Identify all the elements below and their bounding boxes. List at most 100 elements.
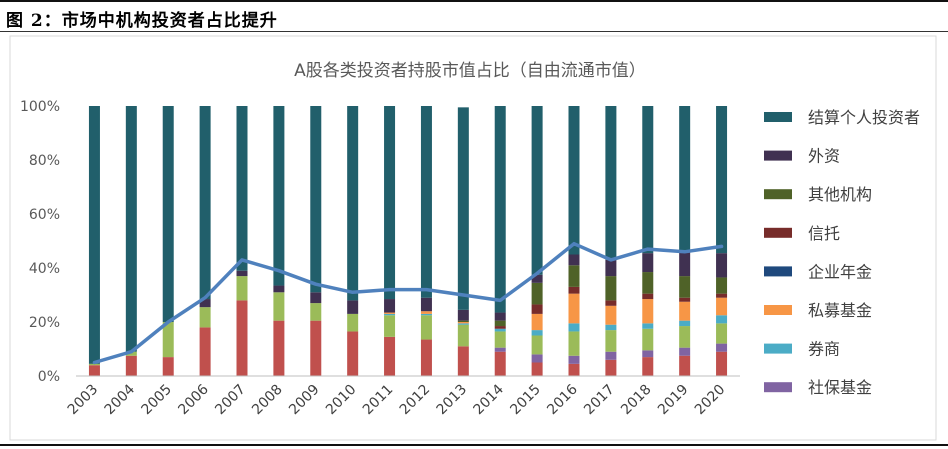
legend-label: 结算个人投资者 xyxy=(808,108,920,127)
bar-segment xyxy=(162,106,174,322)
bar-segment xyxy=(457,324,469,347)
bar-segment xyxy=(642,299,654,324)
bar-segment xyxy=(605,359,617,376)
bar-segment xyxy=(420,315,432,340)
bar-segment xyxy=(384,336,396,376)
bar-segment xyxy=(568,331,580,356)
bar-segment xyxy=(162,322,174,358)
bar-segment xyxy=(568,355,580,364)
bar-segment xyxy=(236,276,248,301)
bar-segment xyxy=(679,326,691,348)
legend-swatch xyxy=(764,382,792,393)
bar-segment xyxy=(199,327,211,376)
bar-segment xyxy=(384,315,396,337)
bar-segment xyxy=(310,292,322,304)
bar-segment xyxy=(347,106,359,301)
bar-segment xyxy=(457,323,469,325)
bar-segment xyxy=(531,335,543,355)
bar-segment xyxy=(605,259,617,277)
bar-segment xyxy=(531,304,543,314)
legend-swatch xyxy=(764,305,792,315)
legend-swatch xyxy=(764,112,792,122)
legend-label: 企业年金 xyxy=(808,262,872,281)
bar-segment xyxy=(236,106,248,271)
bar-segment xyxy=(642,323,654,329)
bar-segment xyxy=(199,307,211,328)
bottom-divider xyxy=(0,444,948,446)
bar-segment xyxy=(494,320,506,327)
bar-segment xyxy=(679,320,691,327)
bar-segment xyxy=(162,357,174,376)
legend-swatch xyxy=(764,227,792,238)
bar-segment xyxy=(716,315,728,324)
y-tick-label: 60% xyxy=(29,207,60,223)
legend-swatch xyxy=(764,266,792,277)
bar-segment xyxy=(457,309,469,321)
figure-caption: 图 2：市场中机构投资者占比提升 xyxy=(0,0,948,32)
bar-segment xyxy=(273,285,285,293)
bar-segment xyxy=(716,343,728,352)
bar-segment xyxy=(531,354,543,363)
y-tick-label: 40% xyxy=(29,261,60,277)
overlay-line-series xyxy=(92,241,724,365)
bar-segment xyxy=(310,106,322,293)
legend-swatch xyxy=(764,343,792,354)
bar-segment xyxy=(568,363,580,376)
bar-segment xyxy=(384,106,396,300)
bar-segment xyxy=(605,276,617,301)
bar-segment xyxy=(605,106,617,260)
bar-segment xyxy=(125,351,137,356)
bar-segment xyxy=(605,324,617,331)
bar-segment xyxy=(716,297,728,316)
bar-segment xyxy=(716,106,728,254)
bar-segment xyxy=(605,330,617,352)
legend-label: 券商 xyxy=(808,340,840,359)
bar-segment xyxy=(531,106,543,275)
y-tick-label: 100% xyxy=(20,99,60,115)
bar-segment xyxy=(236,300,248,376)
bar-segment xyxy=(273,106,285,286)
legend-label: 私募基金 xyxy=(808,301,872,320)
bar-segment xyxy=(568,254,580,266)
y-tick-label: 20% xyxy=(29,315,60,331)
bars-group xyxy=(88,106,728,376)
y-tick-label: 0% xyxy=(38,369,60,385)
bar-segment xyxy=(494,347,506,352)
bar-segment xyxy=(605,305,617,325)
bar-segment xyxy=(347,331,359,376)
bar-segment xyxy=(384,312,396,314)
bar-segment xyxy=(642,272,654,294)
bar-segment xyxy=(420,297,432,312)
bar-segment xyxy=(384,299,396,313)
bar-segment xyxy=(420,339,432,376)
bar-segment xyxy=(494,106,506,313)
bar-segment xyxy=(679,355,691,376)
y-axis: 0% 20% 40% 60% 80% 100% xyxy=(20,99,60,385)
bar-segment xyxy=(88,363,100,366)
bar-segment xyxy=(347,300,359,314)
legend-label: 其他机构 xyxy=(808,185,872,204)
bar-segment xyxy=(494,351,506,376)
caption-divider xyxy=(0,31,948,32)
bar-segment xyxy=(236,270,248,277)
bar-segment xyxy=(679,276,691,298)
bar-segment xyxy=(494,331,506,348)
bar-segment xyxy=(679,347,691,356)
bar-segment xyxy=(199,106,211,300)
bar-segment xyxy=(642,357,654,376)
legend-label: 社保基金 xyxy=(808,378,872,397)
bar-segment xyxy=(347,313,359,332)
y-tick-label: 80% xyxy=(29,153,60,169)
bar-segment xyxy=(568,293,580,324)
bar-segment xyxy=(88,106,100,364)
bar-segment xyxy=(642,293,654,300)
bar-segment xyxy=(420,313,432,316)
bar-segment xyxy=(199,299,211,308)
bar-segment xyxy=(531,362,543,376)
chart-frame: A股各类投资者持股市值占比（自由流通市值） 0% 20% 40% 60% 80% 100%… xyxy=(0,32,948,445)
bar-segment xyxy=(568,286,580,294)
bar-segment xyxy=(679,297,691,302)
bar-segment xyxy=(273,320,285,376)
line-series-group xyxy=(92,241,724,365)
bar-segment xyxy=(88,365,100,376)
